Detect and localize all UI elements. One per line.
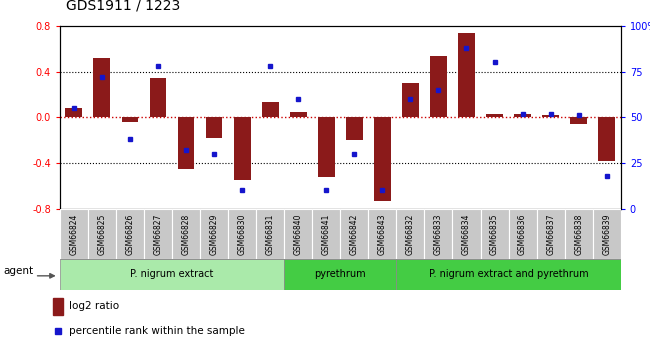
Bar [60,259,284,290]
Bar [458,33,475,117]
Bar [565,209,593,259]
Bar [205,117,222,138]
Text: log2 ratio: log2 ratio [69,302,119,311]
Bar [200,209,228,259]
Text: GSM66835: GSM66835 [490,214,499,255]
Text: GSM66833: GSM66833 [434,214,443,255]
Bar [374,117,391,201]
Bar [228,209,256,259]
Text: GSM66842: GSM66842 [350,214,359,255]
Bar [424,209,452,259]
Bar [430,56,447,117]
Bar [234,117,250,180]
Bar [284,259,396,290]
Text: GSM66827: GSM66827 [153,214,162,255]
Bar [53,298,63,315]
Bar [150,78,166,117]
Text: GSM66843: GSM66843 [378,214,387,255]
Bar [177,117,194,169]
Text: pyrethrum: pyrethrum [315,269,366,279]
Text: GSM66826: GSM66826 [125,214,135,255]
Bar [486,114,503,117]
Text: GSM66834: GSM66834 [462,214,471,255]
Text: GSM66830: GSM66830 [238,214,246,255]
Text: percentile rank within the sample: percentile rank within the sample [69,326,244,336]
Bar [396,209,424,259]
Text: GSM66828: GSM66828 [181,214,190,255]
Bar [514,114,531,117]
Text: GSM66840: GSM66840 [294,214,303,255]
Bar [172,209,200,259]
Bar [396,259,621,290]
Text: GSM66831: GSM66831 [266,214,275,255]
Bar [346,117,363,140]
Text: GSM66841: GSM66841 [322,214,331,255]
Bar [256,209,284,259]
Bar [144,209,172,259]
Text: GSM66838: GSM66838 [574,214,583,255]
Bar [480,209,508,259]
Bar [598,117,615,161]
Bar [284,209,312,259]
Text: GSM66829: GSM66829 [209,214,218,255]
Bar [593,209,621,259]
Bar [122,117,138,122]
Bar [542,115,559,117]
Bar [94,58,111,117]
Bar [66,108,83,117]
Text: GDS1911 / 1223: GDS1911 / 1223 [66,0,181,12]
Text: GSM66836: GSM66836 [518,214,527,255]
Bar [402,83,419,117]
Text: GSM66837: GSM66837 [546,214,555,255]
Bar [60,209,88,259]
Text: GSM66825: GSM66825 [98,214,107,255]
Bar [290,111,307,117]
Bar [312,209,341,259]
Text: P. nigrum extract and pyrethrum: P. nigrum extract and pyrethrum [429,269,588,279]
Bar [88,209,116,259]
Bar [318,117,335,177]
Bar [537,209,565,259]
Bar [570,117,587,124]
Bar [262,102,279,117]
Text: agent: agent [3,266,33,276]
Bar [369,209,396,259]
Text: GSM66832: GSM66832 [406,214,415,255]
Bar [452,209,480,259]
Bar [508,209,537,259]
Text: P. nigrum extract: P. nigrum extract [130,269,214,279]
Text: GSM66824: GSM66824 [70,214,78,255]
Bar [341,209,369,259]
Bar [116,209,144,259]
Text: GSM66839: GSM66839 [603,214,611,255]
